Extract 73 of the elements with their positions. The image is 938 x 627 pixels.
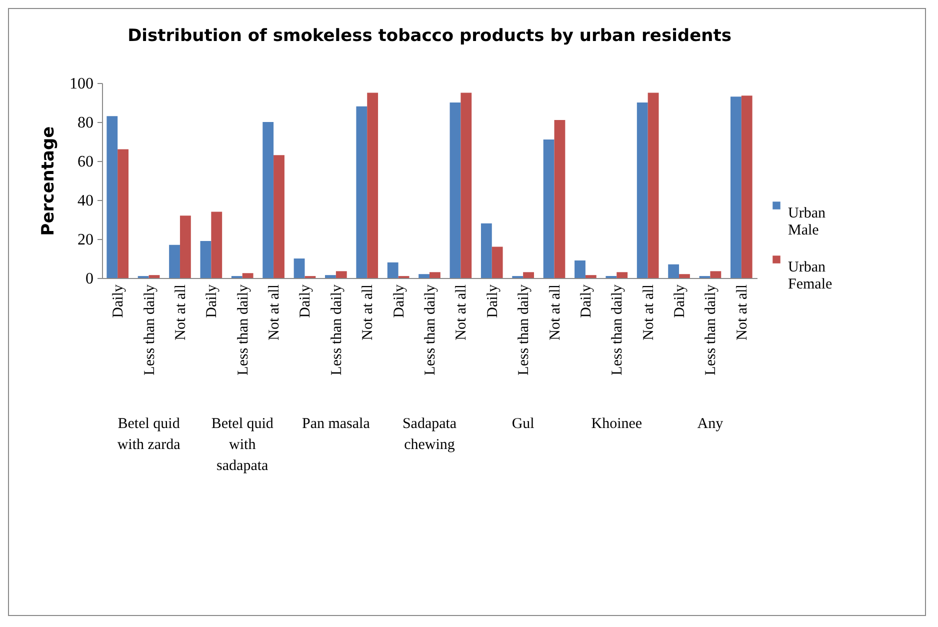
bar [262,122,274,278]
y-tick-label: 60 [78,154,94,170]
legend-label: Urban Female [788,260,832,292]
bar [450,102,461,278]
x-tick-label: Not at all [640,284,657,340]
bar [710,271,722,278]
text: Gul [512,416,534,432]
x-tick-label: Daily [110,284,127,318]
bar [430,272,440,278]
bar [543,140,554,278]
bar [387,262,398,278]
x-tick-label: Not at all [734,284,750,340]
x-tick-label: Daily [578,284,594,318]
x-tick-label: Less than daily [610,284,626,376]
bar [554,120,566,278]
x-tick-label: Daily [484,284,501,318]
text: Betel quid with zarda [117,416,181,453]
x-tick-label: Less than daily [516,284,532,376]
bar [585,275,596,278]
y-axis-title: Percentage [38,126,58,236]
x-tick-label: Not at all [266,284,283,340]
text: Pan masala [302,416,370,432]
x-tick-label: Daily [298,284,314,318]
bar [460,92,472,278]
x-tick-label: Less than daily [142,284,158,376]
bar [118,149,129,278]
bar [636,102,648,278]
bar [679,274,690,278]
x-tick-label: Less than daily [422,284,438,376]
x-tick-label: Daily [391,284,408,318]
bar [106,116,118,278]
x-tick-label: Not at all [547,284,564,340]
bar [169,244,180,278]
legend-label: Urban Male [788,206,826,238]
bar [180,216,191,278]
x-tick-label: Less than daily [235,284,252,376]
bar [616,272,628,278]
y-tick-label: 0 [86,270,94,288]
x-tick-label: Not at all [454,284,470,340]
bar [418,274,430,278]
bar [741,96,752,278]
bar [648,92,659,278]
bar [336,271,347,278]
chart-title: Distribution of smokeless tobacco products by urban residents [128,26,732,46]
x-tick-label: Not at all [172,284,189,340]
x-tick-label: Daily [672,284,688,318]
bar [367,92,378,278]
bar [356,106,368,278]
bar [574,260,586,278]
x-tick-label: Not at all [360,284,376,340]
text: Khoinee [591,416,642,432]
x-tick-label: Daily [204,284,220,318]
bar [242,273,254,278]
x-tick-label: Less than daily [703,284,720,376]
x-tick-label: Less than daily [328,284,345,376]
y-tick-label: 100 [70,76,94,92]
bar [668,264,680,278]
y-tick-label: 40 [78,192,94,210]
bar [274,155,284,278]
bar [480,223,492,278]
bar [325,275,336,278]
text: Any [697,416,724,432]
bar [730,96,742,278]
bar [523,272,534,278]
text: Betel quid with sadapata [211,416,274,474]
y-tick-label: 20 [78,232,94,248]
bar [294,258,305,278]
bar [492,246,503,278]
bar [148,275,160,278]
y-tick-label: 80 [78,114,94,132]
text: Sadapata chewing [402,416,457,453]
bar [200,240,212,278]
bar [211,212,222,278]
